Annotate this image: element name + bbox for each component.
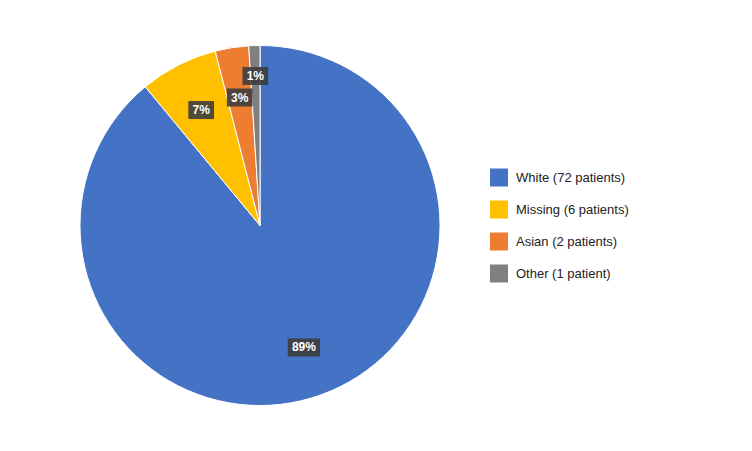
data-label: 3% — [227, 88, 253, 106]
data-label-box — [288, 338, 320, 356]
legend-label: White (72 patients) — [516, 170, 625, 185]
legend-label: Asian (2 patients) — [516, 234, 617, 249]
data-labels: 89% 7% 3% 1% — [188, 67, 320, 356]
legend-item: White (72 patients) — [490, 169, 625, 187]
data-label-text: 1% — [247, 69, 265, 83]
legend-item: Asian (2 patients) — [490, 233, 617, 251]
pie-slice — [80, 46, 440, 406]
data-label-box — [188, 101, 214, 119]
legend-swatch — [490, 169, 508, 187]
legend-label: Missing (6 patients) — [516, 202, 629, 217]
chart: 89% 7% 3% 1% White (72 patients) Missing (6 p… — [0, 0, 752, 451]
data-label-box — [242, 67, 268, 85]
data-label-text: 89% — [292, 340, 316, 354]
data-label: 89% — [288, 338, 320, 356]
pie — [80, 46, 440, 406]
legend-swatch — [490, 233, 508, 251]
legend-label: Other (1 patient) — [516, 266, 611, 281]
data-label-text: 7% — [192, 103, 210, 117]
legend-item: Missing (6 patients) — [490, 201, 629, 219]
data-label: 1% — [242, 67, 268, 85]
legend-swatch — [490, 201, 508, 219]
legend-swatch — [490, 265, 508, 283]
legend: White (72 patients) Missing (6 patients) A… — [490, 169, 629, 283]
data-label: 7% — [188, 101, 214, 119]
data-label-box — [227, 88, 253, 106]
data-label-text: 3% — [231, 90, 249, 104]
legend-item: Other (1 patient) — [490, 265, 611, 283]
